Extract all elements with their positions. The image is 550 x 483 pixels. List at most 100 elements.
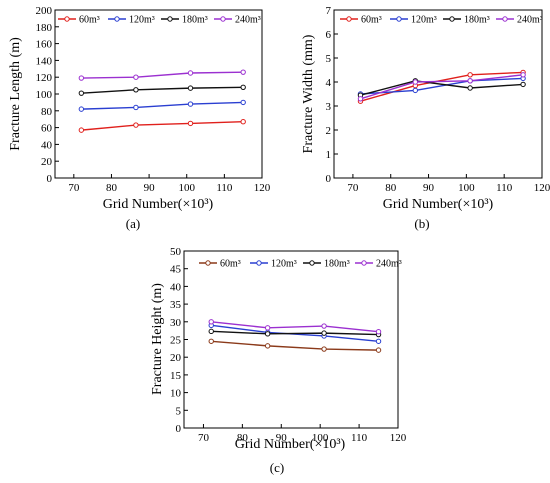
y-tick-label: 5: [176, 405, 182, 417]
data-point: [321, 346, 327, 352]
legend-label: 120m³: [411, 15, 437, 26]
data-point: [375, 347, 382, 353]
data-point: [375, 329, 382, 335]
y-tick-label: 35: [170, 299, 182, 311]
series-line: [211, 324, 379, 342]
panel-label-c: (c): [270, 460, 284, 475]
y-tick-label: 40: [170, 281, 182, 293]
y-tick-label: 15: [170, 370, 182, 382]
data-point: [208, 338, 214, 344]
data-point: [187, 70, 194, 76]
legend-swatch-marker: [220, 16, 226, 22]
series-line: [211, 340, 379, 351]
x-tick-label: 100: [458, 182, 475, 194]
legend-label: 180m³: [182, 15, 208, 26]
data-point: [467, 72, 473, 78]
panel-label-a: (a): [126, 216, 140, 231]
legend-swatch-marker: [361, 260, 367, 266]
legend-swatch-marker: [346, 16, 352, 22]
data-point: [240, 119, 246, 125]
x-axis-label: Grid Number(×10³): [383, 197, 494, 212]
legend-swatch-marker: [502, 16, 508, 22]
y-tick-label: 20: [41, 156, 53, 168]
legend-label: 240m³: [235, 15, 261, 26]
legend-label: 180m³: [324, 259, 350, 270]
series-group: [208, 319, 382, 353]
x-tick-label: 90: [276, 432, 288, 444]
panel-b: 0 1 2 3 4 5 6 7 70 80 90 100 110 120 60m³ 120m³ 180m³ 2…: [301, 5, 550, 231]
data-point: [467, 85, 473, 91]
y-tick-label: 1: [326, 149, 332, 161]
data-point: [520, 81, 526, 88]
x-tick-label: 70: [347, 182, 359, 194]
data-point: [240, 84, 246, 90]
y-tick-label: 10: [170, 388, 182, 400]
y-tick-label: 160: [36, 39, 53, 51]
legend: 60m³ 120m³ 180m³ 240m³: [199, 259, 402, 270]
data-point: [240, 99, 246, 106]
series-line: [360, 80, 524, 96]
data-point: [133, 87, 139, 93]
y-tick-label: 3: [326, 101, 332, 113]
legend-label: 240m³: [376, 259, 402, 270]
x-tick-label: 90: [144, 182, 156, 194]
legend-swatch-marker: [205, 260, 211, 266]
y-tick-label: 50: [170, 246, 182, 258]
y-tick-label: 5: [326, 53, 332, 65]
panel-label-b: (b): [414, 216, 429, 231]
legend-swatch-marker: [64, 16, 70, 22]
x-tick-label: 100: [178, 182, 195, 194]
y-tick-label: 120: [36, 72, 53, 84]
data-point: [412, 87, 419, 94]
series-line: [81, 86, 244, 94]
y-tick-label: 140: [36, 55, 53, 67]
y-tick-label: 7: [326, 5, 332, 17]
y-tick-label: 30: [170, 317, 182, 329]
y-tick-label: 180: [36, 22, 53, 34]
x-tick-label: 100: [312, 432, 329, 444]
y-tick-label: 60: [41, 123, 53, 135]
y-tick-label: 2: [326, 125, 332, 137]
data-point: [78, 127, 85, 133]
plot-frame: [333, 9, 543, 179]
x-tick-label: 110: [496, 182, 513, 194]
series-group: [78, 69, 246, 133]
legend-swatch-marker: [167, 16, 173, 22]
y-tick-label: 45: [170, 264, 182, 276]
legend-swatch-marker: [396, 16, 402, 22]
series-line: [360, 77, 524, 95]
x-tick-label: 90: [423, 182, 435, 194]
x-tick-label: 120: [390, 432, 407, 444]
y-ticks: 0 20 40 60 80 100 120 140 160 180 200: [36, 5, 59, 185]
y-tick-label: 25: [170, 335, 182, 347]
y-tick-label: 100: [36, 89, 53, 101]
y-tick-label: 0: [326, 173, 332, 185]
data-point: [264, 331, 271, 337]
x-tick-label: 110: [216, 182, 233, 194]
data-point: [78, 90, 85, 96]
legend-swatch-marker: [449, 16, 455, 22]
legend-label: 240m³: [517, 15, 543, 26]
y-axis-label: Fracture Width (mm): [301, 34, 316, 153]
x-tick-label: 80: [385, 182, 397, 194]
series-line: [81, 121, 244, 131]
panel-a: 0 20 40 60 80 100 120 140 160 180 200 70 80 90 100 110…: [8, 5, 271, 231]
series-line: [81, 71, 244, 79]
series-group: [357, 69, 526, 104]
y-tick-label: 0: [176, 423, 182, 435]
y-axis-label: Fracture Height (m): [150, 283, 165, 395]
x-tick-label: 80: [237, 432, 249, 444]
x-axis-label: Grid Number(×10³): [103, 197, 214, 212]
data-point: [187, 101, 194, 107]
x-tick-label: 80: [106, 182, 118, 194]
y-tick-label: 4: [326, 77, 332, 89]
series-line: [211, 330, 379, 336]
series-line: [360, 71, 524, 102]
legend-label: 180m³: [464, 15, 490, 26]
data-point: [187, 120, 194, 127]
series-line: [360, 74, 524, 100]
y-axis-label: Fracture Length (m): [8, 37, 23, 151]
x-tick-label: 120: [534, 182, 550, 194]
x-ticks: 70 80 90 100 110 120: [347, 174, 550, 194]
